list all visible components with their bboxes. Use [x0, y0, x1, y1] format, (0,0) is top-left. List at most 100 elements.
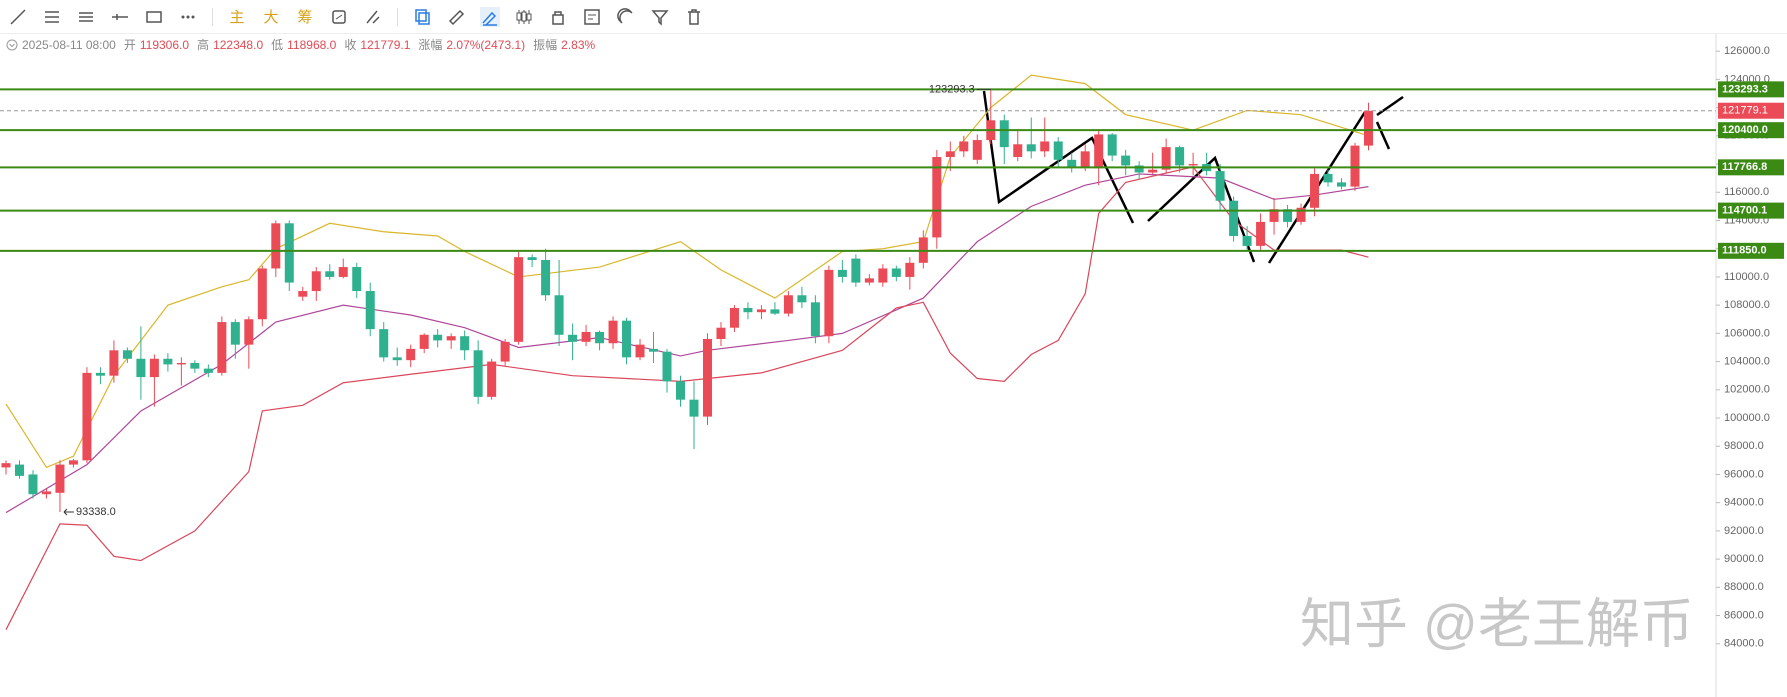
candle-body — [392, 357, 402, 361]
header-date: 2025-08-11 08:00 — [22, 37, 116, 52]
tool-note[interactable] — [582, 7, 602, 27]
level-label-box — [1718, 81, 1784, 98]
candle-body — [244, 319, 254, 345]
toolbar: 主 大 筹 — [0, 0, 1787, 34]
header-value: 118968.0 — [287, 37, 337, 52]
candle-body — [622, 320, 632, 358]
candle-body — [298, 291, 308, 297]
candle-body — [203, 368, 213, 373]
tool-magnet[interactable] — [616, 7, 636, 27]
candle-body — [1310, 173, 1320, 208]
candle-body — [325, 271, 335, 277]
toolbar-button[interactable]: 大 — [263, 9, 279, 26]
candle-body — [770, 309, 780, 314]
band-line — [5, 166, 1369, 630]
candle-body — [864, 278, 874, 283]
tool-lock[interactable] — [548, 7, 568, 27]
y-tick-label: 116000.0 — [1724, 186, 1769, 198]
y-tick-label: 96000.0 — [1724, 468, 1764, 480]
tool-ruler[interactable] — [446, 7, 466, 27]
candle-body — [568, 334, 578, 342]
candle-body — [959, 141, 969, 152]
candle-body — [230, 322, 240, 345]
plot — [1, 74, 1373, 630]
collapse-icon[interactable] — [6, 39, 18, 51]
candle-body — [729, 307, 739, 328]
tool-copy[interactable] — [412, 7, 432, 27]
y-tick-label: 84000.0 — [1724, 638, 1764, 650]
last-price-label: 121779.1 — [1722, 105, 1768, 117]
candle-body — [1053, 141, 1063, 160]
level-label: 111850.0 — [1722, 245, 1767, 257]
tool-fib[interactable] — [76, 7, 96, 27]
toolbar-button[interactable]: 筹 — [297, 9, 313, 26]
header-value: 119306.0 — [139, 37, 190, 52]
tool-delete[interactable] — [684, 7, 704, 27]
band-line — [5, 74, 1369, 469]
band-line — [5, 173, 1369, 514]
candle-body — [406, 348, 416, 361]
candle-body — [527, 257, 537, 260]
candle-body — [473, 350, 483, 397]
candle-body — [1094, 134, 1104, 169]
candle-body — [1256, 221, 1266, 246]
candle-body — [878, 268, 888, 283]
toolbar-button[interactable]: 主 — [229, 9, 245, 26]
candle-body — [702, 339, 712, 417]
candle-body — [1269, 209, 1279, 222]
y-tick-label: 100000.0 — [1724, 412, 1770, 424]
drawing — [1147, 155, 1256, 263]
tool-cycle[interactable] — [329, 7, 349, 27]
candle-body — [1013, 144, 1023, 157]
candle-body — [743, 307, 753, 313]
header-label: 低 — [271, 38, 284, 52]
separator — [212, 7, 213, 26]
candle-body — [1188, 164, 1198, 166]
candle-body — [176, 362, 186, 365]
candle-body — [1363, 110, 1373, 146]
candle-body — [608, 320, 618, 344]
candle-body — [28, 474, 38, 495]
candle-body — [1067, 159, 1077, 167]
tool-candle[interactable] — [514, 7, 534, 27]
tool-hline[interactable] — [110, 7, 130, 27]
candle-body — [460, 336, 470, 351]
header-value: 122348.0 — [213, 37, 264, 52]
header-label: 高 — [197, 38, 210, 52]
candle-body — [257, 268, 267, 320]
high-note: 123293.3 — [929, 83, 975, 95]
candle-body — [905, 262, 915, 277]
candle-body — [716, 327, 726, 340]
candle-body — [419, 334, 429, 349]
candle-body — [554, 295, 564, 335]
tool-pen[interactable] — [363, 7, 383, 27]
candle-body — [1242, 236, 1252, 246]
candle-body — [149, 358, 159, 378]
candle-body — [945, 151, 955, 157]
candle-body — [122, 350, 132, 359]
candle-body — [837, 269, 847, 277]
candle-body — [1323, 173, 1333, 183]
tool-line[interactable] — [8, 7, 28, 27]
tool-more[interactable] — [178, 7, 198, 27]
tool-rect[interactable] — [144, 7, 164, 27]
candle-body — [851, 258, 861, 283]
candle-body — [1107, 134, 1117, 156]
tool-channel[interactable] — [42, 7, 62, 27]
candle-body — [1283, 209, 1293, 222]
tool-brush[interactable] — [480, 6, 500, 27]
candle-body — [379, 329, 389, 358]
candle-body — [1229, 200, 1239, 237]
candle-body — [676, 381, 685, 400]
candle-body — [487, 361, 497, 397]
y-tick-label: 94000.0 — [1724, 497, 1764, 509]
candle-body — [446, 336, 456, 341]
candle-body — [999, 120, 1009, 148]
candle-body — [109, 350, 119, 376]
candle-body — [82, 372, 92, 461]
y-tick-label: 126000.0 — [1724, 45, 1770, 57]
candle-body — [635, 344, 645, 358]
candle-body — [1040, 141, 1050, 152]
candle-body — [1350, 145, 1360, 187]
tool-filter[interactable] — [650, 7, 670, 27]
